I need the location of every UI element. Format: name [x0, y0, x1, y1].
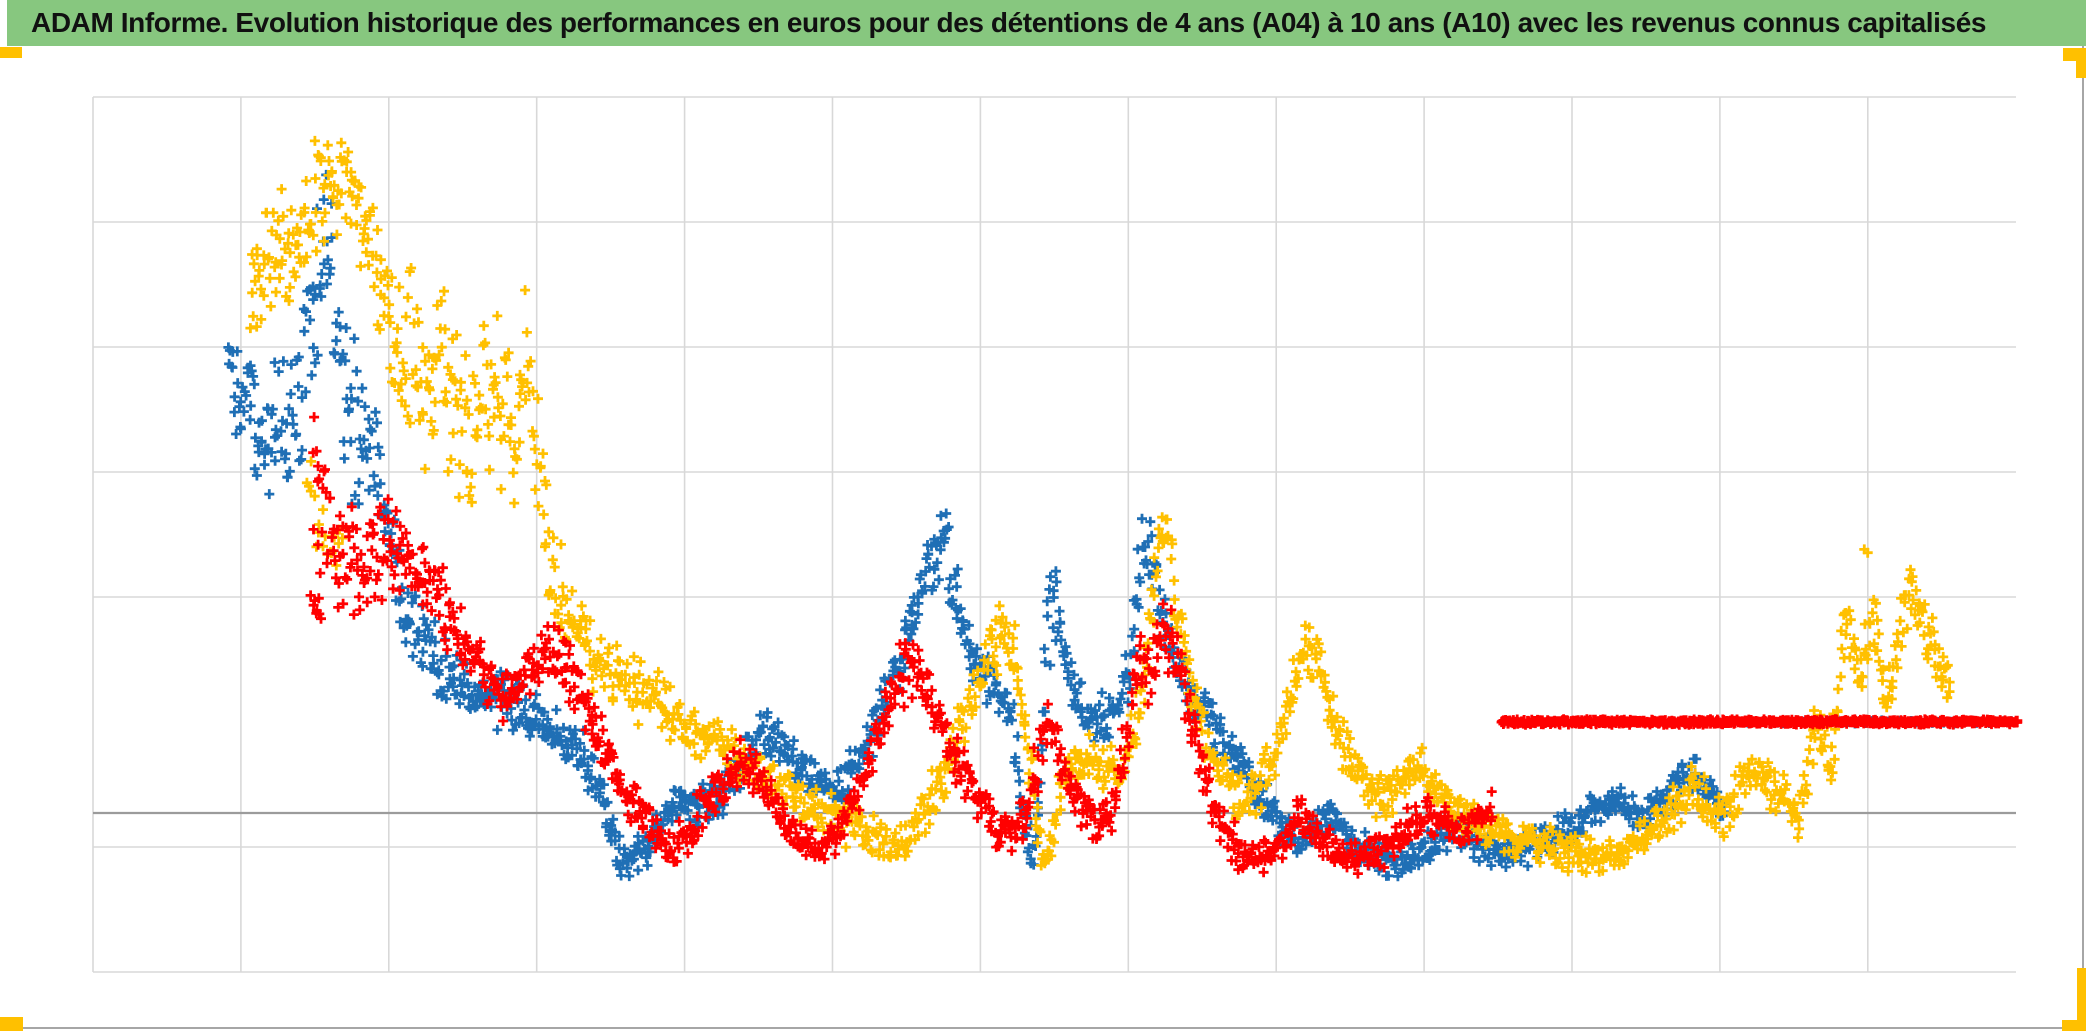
corner-accent-top-right-vertical — [2076, 48, 2086, 78]
title-bar: ADAM Informe. Evolution historique des p… — [7, 0, 2086, 46]
series-red — [305, 412, 2023, 879]
chart-frame-bottom-border — [0, 1027, 2086, 1029]
corner-accent-bottom-right — [2062, 1020, 2086, 1031]
corner-accent-bottom-left — [0, 1017, 23, 1031]
series-yellow — [245, 135, 1955, 878]
corner-accent-top-left — [0, 47, 22, 58]
chart-frame-right-border — [2082, 46, 2084, 1031]
corner-accent-bottom-right-vertical — [2077, 968, 2086, 1031]
page-title: ADAM Informe. Evolution historique des p… — [31, 7, 1987, 38]
